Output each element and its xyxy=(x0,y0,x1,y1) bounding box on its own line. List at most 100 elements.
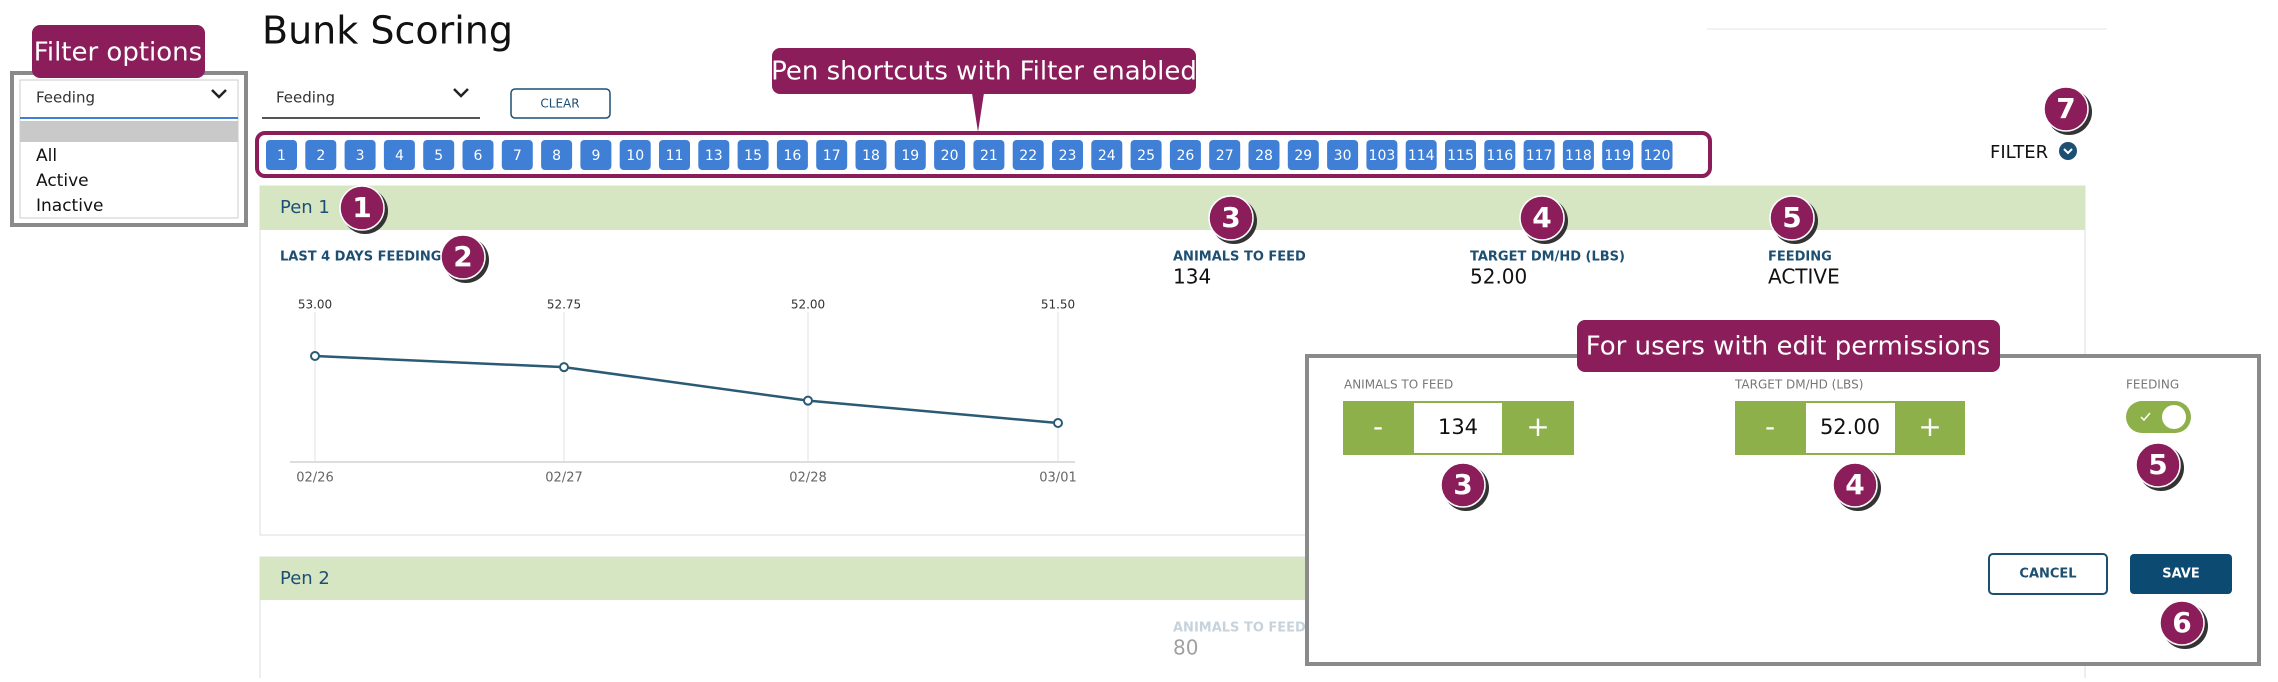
pen-shortcut[interactable] xyxy=(1445,140,1476,170)
callout-text: For users with edit permissions xyxy=(1586,332,1991,362)
cancel-label[interactable]: CANCEL xyxy=(2019,567,2076,582)
pen-shortcut-label[interactable]: 22 xyxy=(1019,148,1037,164)
pen-shortcut-label[interactable]: 21 xyxy=(980,148,998,164)
pen-shortcut-label[interactable]: 120 xyxy=(1644,148,1671,164)
option[interactable]: Active xyxy=(36,171,89,191)
pen-shortcut-label[interactable]: 29 xyxy=(1294,148,1312,164)
pen-shortcut-label[interactable]: 115 xyxy=(1447,148,1474,164)
pen-shortcut-label[interactable]: 13 xyxy=(705,148,723,164)
pen-shortcut-label[interactable]: 30 xyxy=(1334,148,1352,164)
pen-shortcut-label[interactable]: 7 xyxy=(513,148,522,164)
pen-shortcut-label[interactable]: 117 xyxy=(1526,148,1553,164)
pen-shortcut[interactable] xyxy=(1602,140,1634,170)
pen-shortcut[interactable] xyxy=(1641,140,1673,170)
pen-shortcut-label[interactable]: 27 xyxy=(1216,148,1234,164)
pen-shortcut-label[interactable]: 17 xyxy=(823,148,841,164)
pen-shortcut[interactable] xyxy=(305,140,337,170)
pen-shortcut-label[interactable]: 119 xyxy=(1604,148,1631,164)
pen-shortcut[interactable] xyxy=(737,140,769,170)
pen-shortcut[interactable] xyxy=(1130,140,1162,170)
pen-shortcut[interactable] xyxy=(541,140,573,170)
pen-shortcut-label[interactable]: 103 xyxy=(1369,148,1396,164)
pen-shortcut[interactable] xyxy=(423,140,455,170)
pen-shortcut[interactable] xyxy=(1248,140,1280,170)
pen-shortcut-label[interactable]: 5 xyxy=(434,148,443,164)
pen-shortcut[interactable] xyxy=(934,140,966,170)
pen-shortcut-label[interactable]: 114 xyxy=(1408,148,1435,164)
save-label[interactable]: SAVE xyxy=(2162,567,2199,582)
pen-shortcut[interactable] xyxy=(855,140,887,170)
pen-shortcut-label[interactable]: 25 xyxy=(1137,148,1155,164)
pen-shortcut[interactable] xyxy=(1366,140,1398,170)
pen-shortcut[interactable] xyxy=(1012,140,1044,170)
pen-shortcut-label[interactable]: 19 xyxy=(901,148,919,164)
x-label: 02/26 xyxy=(296,471,333,486)
option[interactable]: All xyxy=(36,146,57,166)
filter-selected[interactable]: Feeding xyxy=(36,89,95,107)
pen-shortcut[interactable] xyxy=(973,140,1005,170)
pen-shortcut[interactable] xyxy=(816,140,848,170)
pen-shortcut[interactable] xyxy=(1523,140,1555,170)
pen-shortcut-label[interactable]: 26 xyxy=(1176,148,1194,164)
pen-shortcut[interactable] xyxy=(894,140,926,170)
pen-shortcut[interactable] xyxy=(1287,140,1319,170)
cancel-button[interactable] xyxy=(1988,553,2108,595)
badge-number: 1 xyxy=(352,191,371,224)
stepper-input[interactable] xyxy=(1806,403,1895,453)
pen-shortcut[interactable] xyxy=(659,140,690,170)
pen-shortcut[interactable] xyxy=(1562,140,1594,170)
value-label: 52.00 xyxy=(791,298,825,312)
pen-shortcut[interactable] xyxy=(1484,140,1516,170)
pen-shortcut[interactable] xyxy=(580,140,612,170)
pen-shortcut-label[interactable]: 16 xyxy=(783,148,801,164)
pen-shortcut-label[interactable]: 1 xyxy=(277,148,286,164)
pen-shortcut[interactable] xyxy=(344,140,376,170)
pen-shortcut-label[interactable]: 8 xyxy=(552,148,561,164)
minus-button[interactable]: - xyxy=(1765,410,1775,443)
pen-shortcut-label[interactable]: 20 xyxy=(941,148,959,164)
pen-shortcut-label[interactable]: 6 xyxy=(474,148,483,164)
minus-button[interactable]: - xyxy=(1373,410,1383,443)
pen-shortcut[interactable] xyxy=(383,140,415,170)
pen-shortcut[interactable] xyxy=(266,140,297,170)
pen-shortcut[interactable] xyxy=(619,140,651,170)
pen-shortcut-label[interactable]: 118 xyxy=(1565,148,1592,164)
plus-button[interactable]: + xyxy=(1526,410,1549,443)
plus-button[interactable]: + xyxy=(1918,410,1941,443)
pen-shortcut-label[interactable]: 24 xyxy=(1098,148,1116,164)
pen-shortcut-label[interactable]: 2 xyxy=(316,148,325,164)
pen-shortcut-label[interactable]: 116 xyxy=(1486,148,1513,164)
pen-shortcut[interactable] xyxy=(1052,140,1083,170)
pen-name: Pen 2 xyxy=(280,568,330,589)
pen-shortcut[interactable] xyxy=(776,140,808,170)
pen-shortcut-label[interactable]: 9 xyxy=(591,148,600,164)
pen-shortcut-label[interactable]: 28 xyxy=(1255,148,1273,164)
pen-shortcut[interactable] xyxy=(462,140,494,170)
pen-shortcut[interactable] xyxy=(1209,140,1241,170)
point xyxy=(559,362,569,373)
pen-shortcut[interactable] xyxy=(1169,140,1201,170)
clear-button[interactable] xyxy=(510,88,611,119)
filter-label[interactable]: FILTER xyxy=(1990,142,2048,163)
badge-number: 2 xyxy=(453,240,472,273)
pen-shortcut-label[interactable]: 10 xyxy=(626,148,644,164)
option[interactable]: Inactive xyxy=(36,196,103,216)
pen-shortcut[interactable] xyxy=(1091,140,1123,170)
pen-shortcut[interactable] xyxy=(1327,140,1359,170)
clear-label[interactable]: CLEAR xyxy=(540,97,579,111)
pen-shortcut-label[interactable]: 18 xyxy=(862,148,880,164)
pen-shortcut-label[interactable]: 23 xyxy=(1059,148,1077,164)
pen-shortcut[interactable] xyxy=(698,140,730,170)
empty-option[interactable] xyxy=(20,121,238,142)
pen-shortcut-label[interactable]: 4 xyxy=(395,148,404,164)
pen-shortcut[interactable] xyxy=(501,140,533,170)
save-button[interactable] xyxy=(2130,554,2232,594)
check-icon xyxy=(2140,412,2151,422)
stepper-input[interactable] xyxy=(1414,403,1502,453)
pen-shortcut[interactable] xyxy=(1405,140,1437,170)
pen-shortcut-label[interactable]: 11 xyxy=(666,148,684,164)
pen-shortcut-label[interactable]: 3 xyxy=(356,148,365,164)
filter-toggle[interactable] xyxy=(2059,142,2077,160)
pen-shortcut-label[interactable]: 15 xyxy=(744,148,762,164)
dropdown[interactable]: Feeding xyxy=(276,89,335,107)
